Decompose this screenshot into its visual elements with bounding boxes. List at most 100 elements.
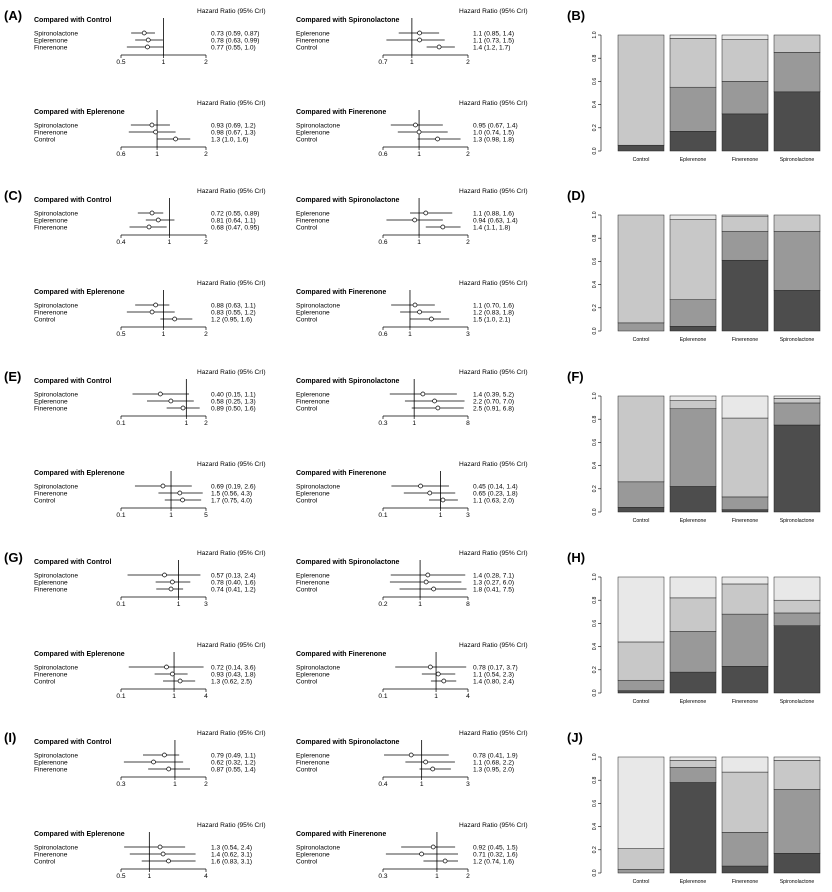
panel-letter: (H) xyxy=(567,550,585,565)
bar-segment xyxy=(773,760,821,790)
row-value: 1.8 (0.41, 7.5) xyxy=(473,586,514,593)
row-value: 1.3 (0.98, 1.8) xyxy=(473,136,514,143)
row-label: Control xyxy=(34,678,56,685)
category-label: Finerenone xyxy=(732,879,758,885)
x-tick-label: 0.1 xyxy=(378,512,387,519)
x-tick-label: 3 xyxy=(466,512,470,519)
forest-title: Compared with Finerenone xyxy=(296,651,386,658)
estimate-point xyxy=(417,309,422,315)
estimate-point xyxy=(432,398,437,404)
bar-segment xyxy=(721,81,769,115)
row-value: 1.4 (0.39, 5.2) xyxy=(473,391,514,398)
bar-segment xyxy=(721,756,769,773)
estimate-point xyxy=(149,122,155,128)
row-label: Control xyxy=(296,678,318,685)
x-tick-label: 4 xyxy=(466,693,470,700)
row-label: Spironolactone xyxy=(296,122,340,129)
x-tick-label: 2 xyxy=(204,781,208,788)
x-tick-label: 0.1 xyxy=(116,512,125,519)
row-value: 0.68 (0.47, 0.95) xyxy=(211,224,259,231)
row-label: Spironolactone xyxy=(34,664,78,671)
row-label: Finerenone xyxy=(296,37,330,44)
forest-title: Compared with Eplerenone xyxy=(34,831,125,838)
row-label: Control xyxy=(296,316,318,323)
category-label: Eplerenone xyxy=(680,879,707,885)
row-label: Control xyxy=(296,44,318,51)
x-tick-label: 2 xyxy=(466,239,470,246)
bar-segment xyxy=(721,34,769,40)
panel-letter: (E) xyxy=(4,369,21,384)
panel-letter: (J) xyxy=(567,730,583,745)
row-label: Spironolactone xyxy=(34,391,78,398)
estimate-point xyxy=(417,30,422,36)
category-label: Eplerenone xyxy=(680,518,707,524)
bar-segment xyxy=(617,322,665,332)
x-tick-label: 0.5 xyxy=(116,59,125,66)
y-tick-label: 0.4 xyxy=(592,643,598,650)
estimate-point xyxy=(162,572,167,578)
x-tick-label: 0.5 xyxy=(116,873,125,880)
estimate-point xyxy=(423,759,429,765)
y-tick-label: 0.8 xyxy=(592,415,598,422)
forest-plot-4-3: Hazard Ratio (95% CrI) Compared with Fine… xyxy=(296,822,528,880)
estimate-point xyxy=(418,483,423,489)
row-label: Spironolactone xyxy=(34,752,78,759)
bar-segment xyxy=(721,395,769,419)
forest-header: Hazard Ratio (95% CrI) xyxy=(459,730,528,737)
bar-segment xyxy=(669,756,717,761)
x-tick-label: 1 xyxy=(173,781,177,788)
bar-segment xyxy=(773,230,821,291)
category-label: Finerenone xyxy=(732,518,758,524)
row-value: 0.94 (0.63, 1.4) xyxy=(473,217,518,224)
y-tick-label: 0.2 xyxy=(592,846,598,853)
forest-plot-4-2: Hazard Ratio (95% CrI) Compared with Eple… xyxy=(34,822,266,880)
y-tick-label: 0.2 xyxy=(592,124,598,131)
x-tick-label: 0.1 xyxy=(378,693,387,700)
estimate-point xyxy=(408,752,414,758)
row-value: 0.69 (0.19, 2.6) xyxy=(211,483,256,490)
bar-segment xyxy=(617,144,665,152)
row-label: Finerenone xyxy=(34,309,68,316)
row-label: Finerenone xyxy=(296,759,330,766)
row-label: Spironolactone xyxy=(34,210,78,217)
panel-letter: (B) xyxy=(567,8,585,23)
x-tick-label: 1 xyxy=(410,59,414,66)
row-value: 0.72 (0.14, 3.6) xyxy=(211,664,256,671)
row-value: 2.5 (0.91, 6.8) xyxy=(473,405,514,412)
estimate-point xyxy=(160,851,166,857)
x-tick-label: 0.4 xyxy=(116,239,125,246)
estimate-point xyxy=(412,217,418,223)
category-label: Spironolactone xyxy=(780,699,815,705)
panel-letter: (C) xyxy=(4,188,22,203)
x-tick-label: 1 xyxy=(412,420,416,427)
estimate-point xyxy=(440,224,446,230)
bar-segment xyxy=(721,215,769,232)
estimate-point xyxy=(180,497,185,503)
bar-segment xyxy=(721,39,769,82)
bar-segment xyxy=(773,52,821,93)
x-tick-label: 1 xyxy=(434,693,438,700)
bar-segment xyxy=(617,690,665,694)
row-value: 1.7 (0.75, 4.0) xyxy=(211,497,252,504)
y-tick-label: 0.6 xyxy=(592,78,598,85)
category-label: Spironolactone xyxy=(780,157,815,163)
estimate-point xyxy=(149,210,155,216)
forest-plot-0-2: Hazard Ratio (95% CrI) Compared with Eple… xyxy=(34,100,266,158)
estimate-point xyxy=(155,217,161,223)
row-value: 0.65 (0.23, 1.8) xyxy=(473,490,518,497)
row-value: 0.77 (0.55, 1.0) xyxy=(211,44,256,51)
bar-segment xyxy=(617,869,665,874)
category-label: Control xyxy=(633,157,650,163)
forest-title: Compared with Finerenone xyxy=(296,109,386,116)
row-label: Eplerenone xyxy=(296,752,330,759)
panel-letter: (D) xyxy=(567,188,585,203)
y-tick-label: 0.2 xyxy=(592,666,598,673)
bar-segment xyxy=(669,34,717,39)
x-tick-label: 2 xyxy=(466,59,470,66)
bar-segment xyxy=(669,767,717,783)
panel-letter: (G) xyxy=(4,550,23,565)
category-label: Spironolactone xyxy=(780,518,815,524)
bar-segment xyxy=(669,760,717,768)
x-tick-label: 1 xyxy=(177,601,181,608)
forest-plot-3-2: Hazard Ratio (95% CrI) Compared with Eple… xyxy=(34,642,266,700)
